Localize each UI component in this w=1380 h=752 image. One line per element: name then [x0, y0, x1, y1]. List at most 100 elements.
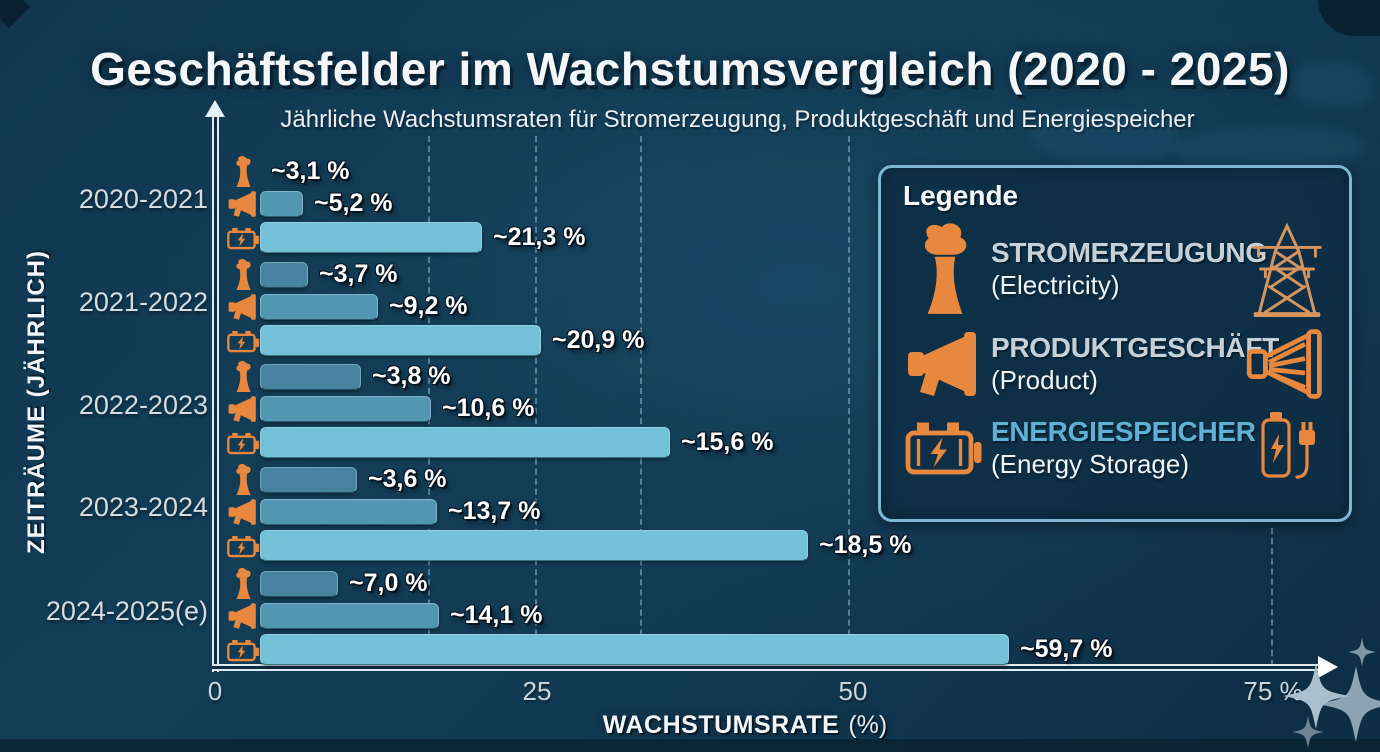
bar-value-label: ~3,1 % [271, 157, 350, 185]
bar-row: ~21,3 % [226, 222, 585, 253]
bar-group: ~3,7 % ~9,2 % ~20,9 % [226, 258, 644, 356]
bar-row: ~3,8 % [226, 360, 773, 392]
bar-stromerzeugung [260, 261, 308, 288]
bar-energiespeicher [260, 427, 670, 458]
cooling-tower-icon [901, 220, 987, 318]
bar-energiespeicher [260, 530, 808, 561]
sparkle-watermark [1283, 638, 1380, 748]
bottom-edge-shadow [0, 739, 1380, 752]
period-label: 2022-2023 [78, 390, 208, 420]
x-axis-arrow-icon [1318, 656, 1338, 678]
corner-decoration-top-right [1318, 0, 1380, 36]
megaphone-outline-icon [1241, 328, 1333, 400]
world-map-texture [1290, 60, 1375, 108]
bar-value-label: ~14,1 % [450, 601, 543, 629]
battery-icon [226, 225, 260, 251]
bar-row: ~9,2 % [226, 292, 644, 321]
bar-stromerzeugung [260, 570, 338, 597]
transmission-tower-icon [1241, 218, 1333, 320]
x-tick-25: 25 [522, 676, 552, 706]
y-axis-line [212, 116, 219, 672]
period-label: 2024-2025(e) [45, 596, 208, 626]
sparkle-icon [1292, 716, 1324, 748]
bar-row: ~10,6 % [226, 394, 773, 423]
bar-row: ~5,2 % [226, 189, 585, 218]
bar-row: ~59,7 % [226, 634, 1112, 665]
bar-row: ~18,5 % [226, 530, 911, 561]
sparkle-icon [1318, 666, 1380, 742]
x-axis-line [212, 664, 1320, 671]
battery-icon [226, 637, 260, 663]
bar-produktgeschäft [260, 190, 303, 217]
bar-row: ~15,6 % [226, 427, 773, 458]
sparkle-icon [1348, 638, 1376, 666]
bar-group: ~3,8 % ~10,6 % ~15,6 % [226, 360, 773, 458]
legend-entry-subname: (Energy Storage) [991, 449, 1189, 479]
bar-group: ~3,6 % ~13,7 % ~18,5 % [226, 463, 911, 561]
bar-value-label: ~10,6 % [442, 394, 535, 422]
corner-decoration-top-left [0, 0, 31, 29]
legend-entry-name: PRODUKTGESCHÄFT [991, 332, 1279, 363]
bar-row: ~14,1 % [226, 601, 1112, 630]
bar-row: ~20,9 % [226, 325, 644, 356]
legend-row: PRODUKTGESCHÄFT (Product) [901, 328, 1333, 400]
legend-entry-name: STROMERZEUGUNG [991, 237, 1267, 268]
bar-row: ~7,0 % [226, 567, 1112, 599]
x-axis-title-unit: (%) [848, 711, 888, 739]
gridline [848, 136, 850, 666]
legend-entry-text: STROMERZEUGUNG (Electricity) [987, 237, 1267, 301]
period-label: 2020-2021 [78, 184, 208, 214]
bar-value-label: ~9,2 % [389, 292, 468, 320]
sparkle-icon [1283, 663, 1349, 729]
world-map-texture [1030, 110, 1180, 165]
period-label: 2023-2024 [78, 492, 208, 522]
y-axis-arrow-icon [205, 100, 225, 117]
x-tick-75: 75 % [1243, 676, 1303, 706]
cooling-tower-icon [226, 155, 260, 189]
battery-charger-icon [1241, 408, 1333, 488]
bar-value-label: ~7,0 % [349, 569, 428, 597]
cooling-tower-icon [226, 258, 260, 292]
bar-row: ~3,1 % [226, 155, 585, 187]
bar-row: ~3,6 % [226, 463, 911, 495]
bar-value-label: ~20,9 % [552, 326, 645, 354]
x-axis-title-text: WACHSTUMSRATE [602, 711, 840, 739]
bar-row: ~13,7 % [226, 497, 911, 526]
megaphone-icon [226, 293, 260, 321]
legend-entry-text: ENERGIESPEICHER (Energy Storage) [987, 416, 1256, 480]
page-subtitle: Jährliche Wachstumsraten für Stromerzeug… [280, 106, 1195, 133]
legend-row: STROMERZEUGUNG (Electricity) [901, 218, 1333, 320]
bar-row: ~3,7 % [226, 258, 644, 290]
legend-entry-name: ENERGIESPEICHER [991, 416, 1256, 447]
cooling-tower-icon [226, 567, 260, 601]
page-title: Geschäftsfelder im Wachstumsvergleich (2… [90, 43, 1290, 95]
gridline [1271, 528, 1273, 666]
battery-icon [901, 418, 987, 478]
bar-value-label: ~18,5 % [819, 531, 912, 559]
legend: Legende STROMERZEUGUNG (Electricity) PRODU… [878, 165, 1352, 522]
bar-energiespeicher [260, 634, 1009, 665]
x-tick-50: 50 [838, 676, 868, 706]
megaphone-icon [226, 395, 260, 423]
megaphone-icon [226, 190, 260, 218]
megaphone-icon [901, 330, 987, 398]
x-tick-0: 0 [207, 676, 223, 706]
bar-produktgeschäft [260, 395, 431, 422]
bar-produktgeschäft [260, 293, 378, 320]
bar-value-label: ~3,8 % [372, 362, 451, 390]
bar-produktgeschäft [260, 498, 437, 525]
megaphone-icon [226, 498, 260, 526]
legend-row: ENERGIESPEICHER (Energy Storage) [901, 408, 1333, 488]
bar-value-label: ~5,2 % [314, 189, 393, 217]
x-axis-title: WACHSTUMSRATE (%) [395, 711, 1095, 740]
battery-icon [226, 533, 260, 559]
bar-value-label: ~15,6 % [681, 428, 774, 456]
gridline [640, 136, 642, 666]
bar-energiespeicher [260, 222, 482, 253]
bar-value-label: ~3,6 % [368, 465, 447, 493]
period-label: 2021-2022 [78, 287, 208, 317]
bar-produktgeschäft [260, 602, 439, 629]
megaphone-icon [226, 602, 260, 630]
battery-icon [226, 328, 260, 354]
